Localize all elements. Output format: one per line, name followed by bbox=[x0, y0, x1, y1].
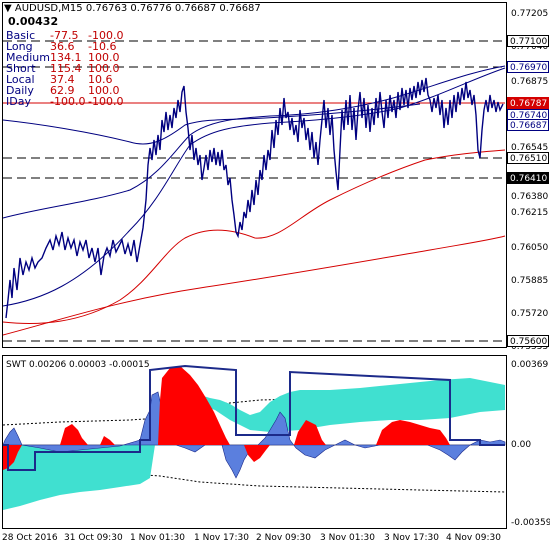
price-axis-label: 0.75885 bbox=[511, 276, 549, 286]
price-axis-label: 0.75720 bbox=[511, 309, 549, 319]
price-chart-panel[interactable] bbox=[2, 2, 507, 348]
date-axis-label: 3 Nov 01:30 bbox=[320, 533, 375, 543]
info-row-label: Daily bbox=[6, 84, 34, 97]
date-axis-label: 1 Nov 01:30 bbox=[130, 533, 185, 543]
step-line bbox=[3, 364, 505, 471]
price-axis-label: 0.76875 bbox=[511, 77, 549, 87]
price-tag: 0.76740 bbox=[507, 109, 549, 121]
price-tag: 0.76687 bbox=[507, 119, 549, 131]
price-line bbox=[5, 77, 504, 319]
date-axis-label: 28 Oct 2016 bbox=[2, 533, 58, 543]
info-row: Long 36.6 -10.6 bbox=[6, 40, 116, 53]
histogram-cyan bbox=[3, 378, 505, 510]
info-row-label: Long bbox=[6, 40, 33, 53]
info-row: Basic -77.5 -100.0 bbox=[6, 29, 123, 42]
date-axis-label: 2 Nov 09:30 bbox=[256, 533, 311, 543]
price-axis-label: 0.77205 bbox=[511, 9, 549, 19]
info-row: Daily 62.9 100.0 bbox=[6, 84, 120, 97]
info-row-percent: 10.6 bbox=[88, 73, 113, 86]
price-axis-label: 0.76380 bbox=[511, 192, 549, 202]
indicator-axis-top: 0.00369 bbox=[511, 360, 549, 370]
indicator-axis-bottom: -0.00359 bbox=[511, 518, 550, 528]
info-row-value: 134.1 bbox=[50, 51, 82, 64]
date-axis-label: 31 Oct 09:30 bbox=[64, 533, 123, 543]
info-row: Local 37.4 10.6 bbox=[6, 73, 113, 86]
price-tag: 0.76410 bbox=[507, 172, 549, 184]
info-row-label: Local bbox=[6, 73, 35, 86]
info-row-value: 115.4 bbox=[50, 62, 82, 75]
price-tag: 0.76787 bbox=[507, 97, 549, 109]
price-axis-label: 0.76050 bbox=[511, 243, 549, 253]
band-upper-line bbox=[2, 65, 506, 219]
info-row: Short 115.4 100.0 bbox=[6, 62, 120, 75]
info-row-value: -77.5 bbox=[50, 29, 79, 42]
price-tag: 0.75600 bbox=[507, 335, 549, 347]
info-row-percent: 100.0 bbox=[88, 84, 120, 97]
price-tag: 0.76510 bbox=[507, 152, 549, 164]
info-row-label: IDay bbox=[6, 95, 31, 108]
date-axis-label: 1 Nov 17:30 bbox=[194, 533, 249, 543]
price-axis-label: 0.76215 bbox=[511, 208, 549, 218]
ma-slow-line bbox=[2, 149, 506, 324]
price-axis-label: 0.75555 bbox=[511, 342, 548, 352]
indicator-axis-zero: 0.00 bbox=[511, 440, 532, 450]
info-row-value: 62.9 bbox=[50, 84, 75, 97]
info-row-label: Basic bbox=[6, 29, 36, 42]
ma-long-line bbox=[2, 235, 506, 336]
info-row-value: -100.0 bbox=[50, 95, 86, 108]
symbol-title: ▼ AUDUSD,M15 0.76763 0.76776 0.76687 0.7… bbox=[4, 3, 261, 14]
price-axis-label: 0.76545 bbox=[511, 143, 549, 153]
info-row-value: 37.4 bbox=[50, 73, 75, 86]
info-row-label: Medium bbox=[6, 51, 50, 64]
info-row: IDay -100.0 -100.0 bbox=[6, 95, 123, 108]
indicator-title: SWT 0.00206 0.00003 -0.00015 bbox=[6, 360, 150, 370]
date-axis-label: 3 Nov 17:30 bbox=[384, 533, 439, 543]
price-tag: 0.76970 bbox=[507, 61, 549, 73]
info-row-percent: 100.0 bbox=[88, 62, 120, 75]
info-row-label: Short bbox=[6, 62, 36, 75]
price-axis-label: 0.77040 bbox=[511, 42, 548, 52]
info-row: Medium 134.1 100.0 bbox=[6, 51, 120, 64]
indicator-value: 0.00432 bbox=[8, 15, 59, 28]
info-row-percent: -100.0 bbox=[88, 29, 124, 42]
price-tag: 0.77100 bbox=[507, 35, 549, 47]
info-row-percent: -100.0 bbox=[88, 95, 124, 108]
info-row-percent: -10.6 bbox=[88, 40, 117, 53]
date-axis-label: 4 Nov 09:30 bbox=[446, 533, 501, 543]
info-row-percent: 100.0 bbox=[88, 51, 120, 64]
info-row-value: 36.6 bbox=[50, 40, 75, 53]
dropdown-arrow-icon[interactable]: ▼ bbox=[4, 3, 12, 14]
